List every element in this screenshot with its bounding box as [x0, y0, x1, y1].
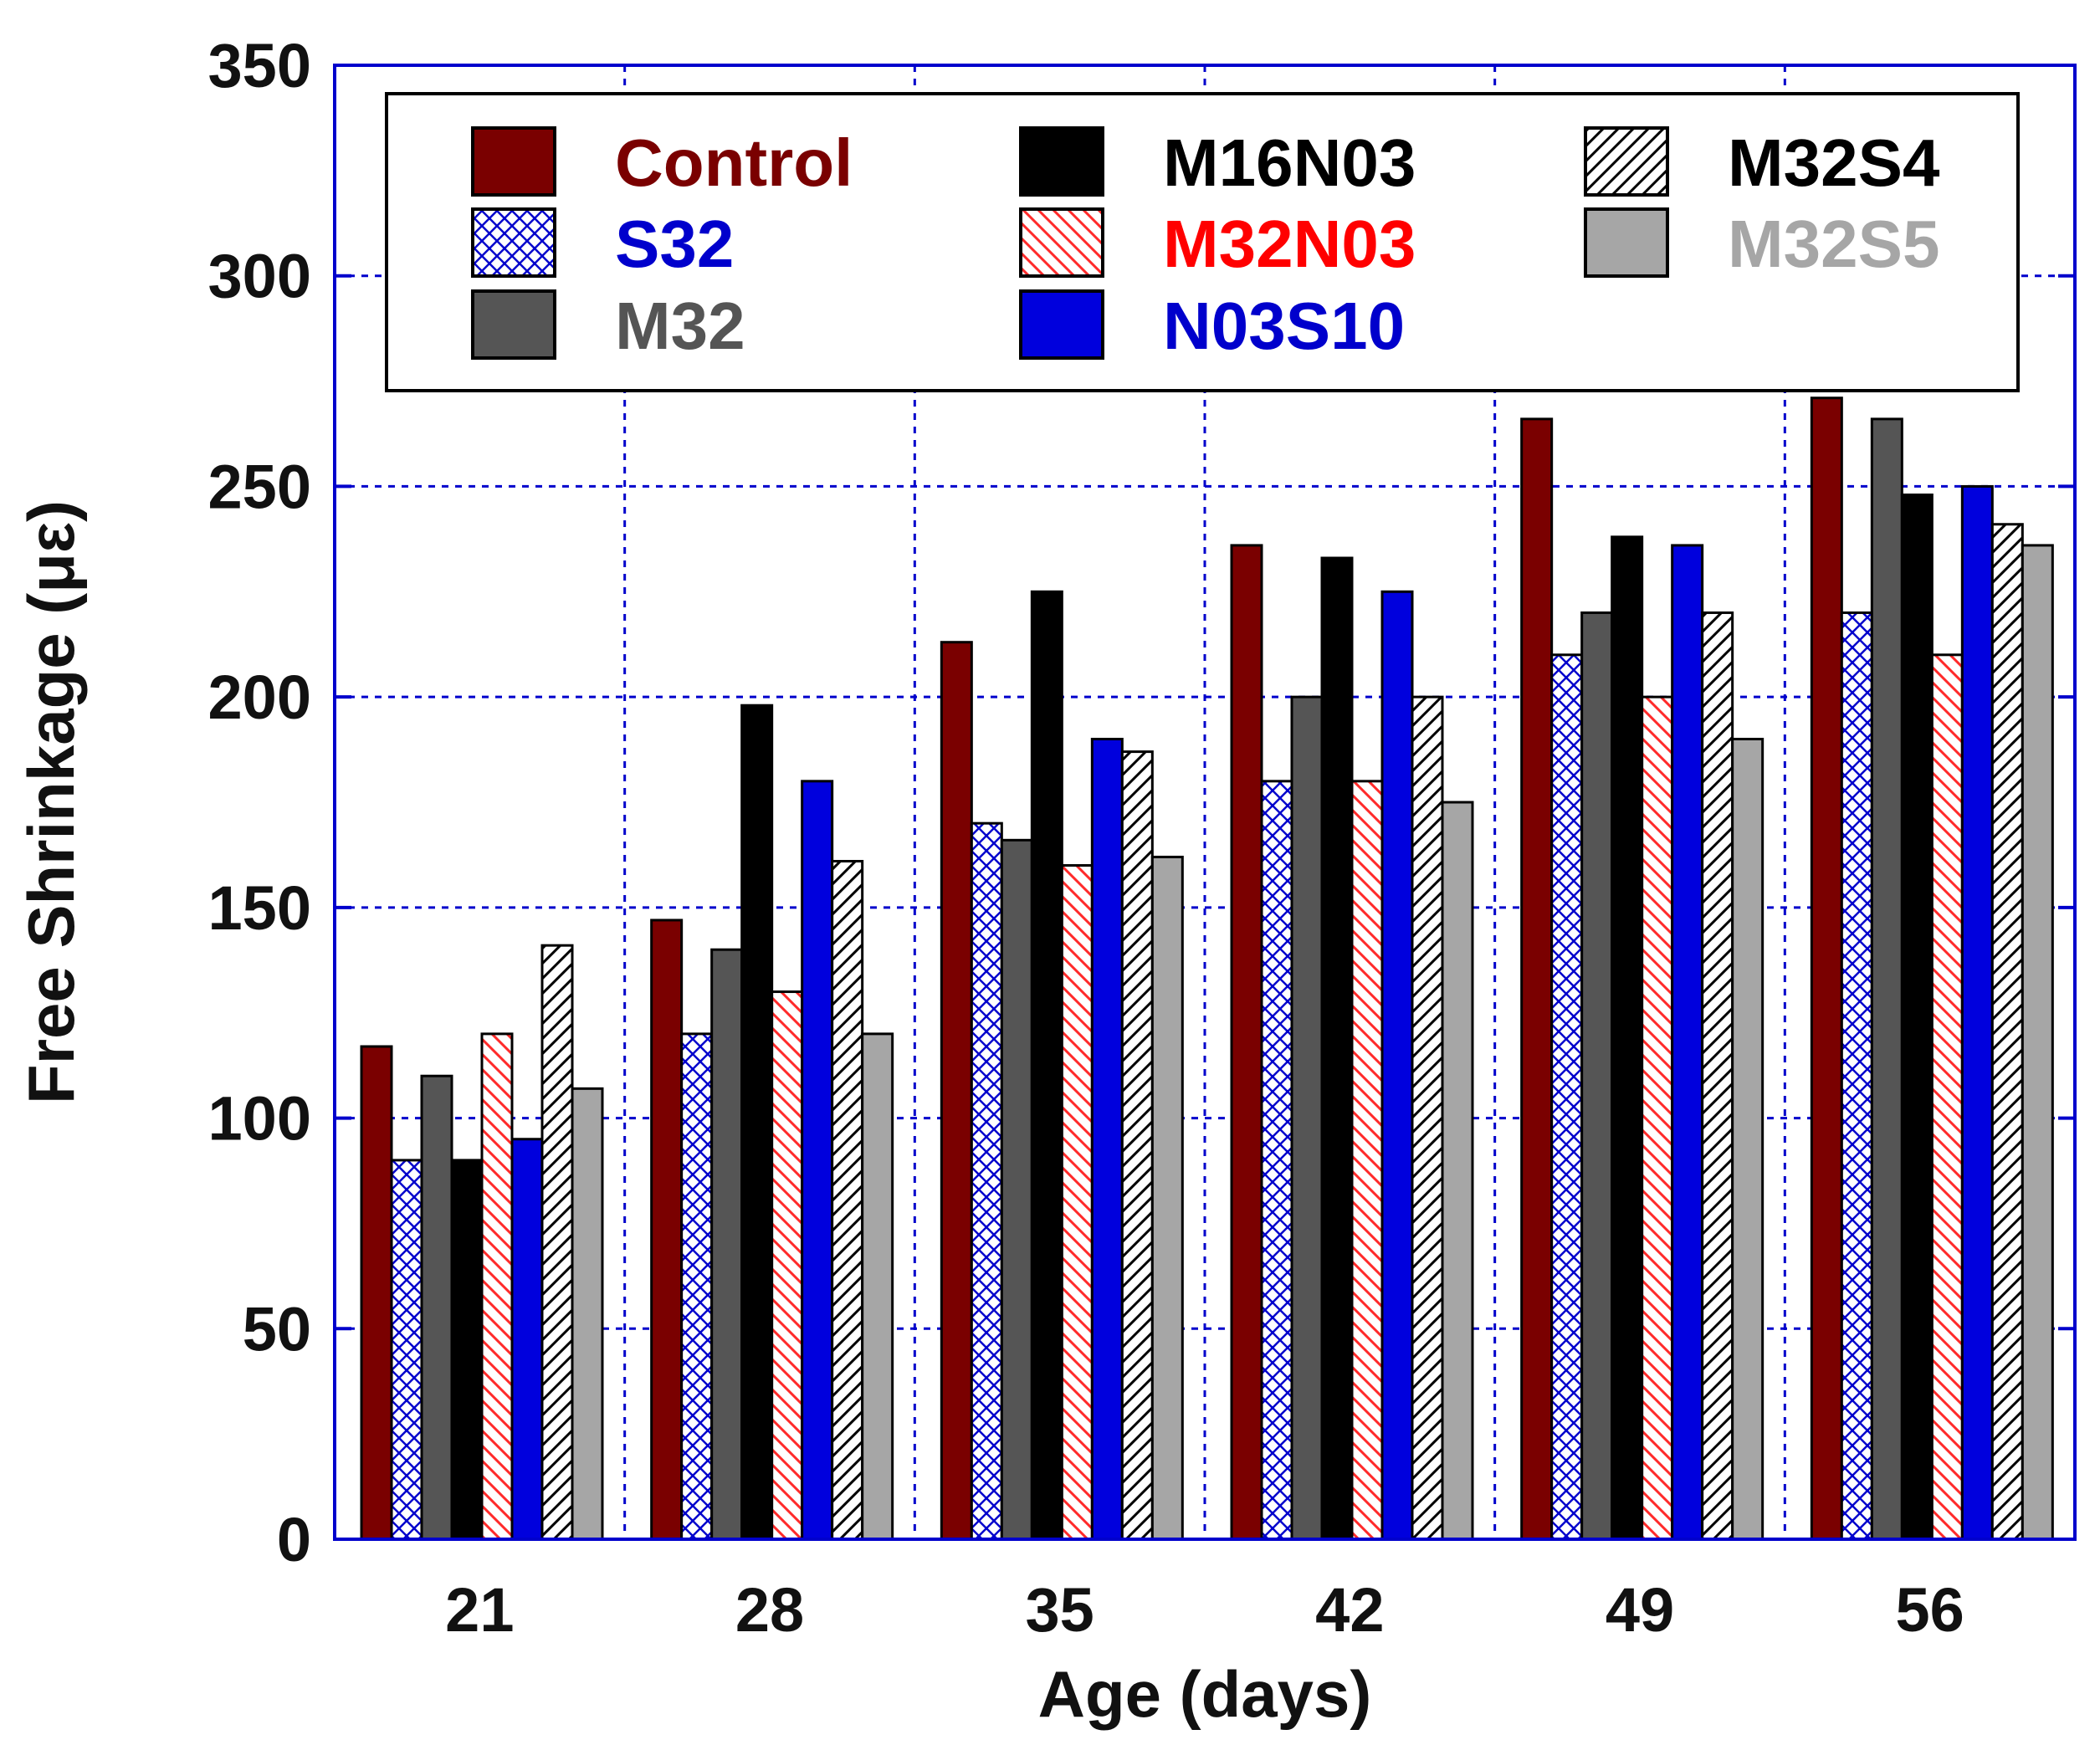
- bar-m16n03-28: [740, 704, 774, 1541]
- legend-swatch-m32s5: [1584, 207, 1669, 278]
- bar-n03s10-28: [801, 780, 834, 1541]
- bar-control-42: [1230, 544, 1263, 1541]
- bar-m32s4-56: [1990, 523, 2024, 1541]
- legend-label-m32: M32: [615, 289, 745, 363]
- bar-m32s5-35: [1150, 855, 1184, 1541]
- bar-m32s5-49: [1731, 737, 1765, 1541]
- bar-m32s4-42: [1411, 695, 1444, 1541]
- bar-m32-42: [1290, 695, 1324, 1541]
- y-tick-label: 100: [208, 1084, 311, 1154]
- bar-m32-21: [420, 1074, 453, 1541]
- y-tick-label: 200: [208, 663, 311, 732]
- bar-n03s10-56: [1960, 484, 1994, 1541]
- bar-m32-49: [1580, 611, 1614, 1541]
- bar-m32n03-49: [1641, 695, 1674, 1541]
- bar-m32n03-21: [480, 1032, 514, 1541]
- bar-s32-42: [1260, 780, 1293, 1541]
- bar-control-35: [940, 641, 973, 1541]
- legend-swatch-control: [471, 126, 556, 197]
- bar-m16n03-56: [1900, 493, 1934, 1541]
- x-axis-title: Age (days): [1038, 1657, 1372, 1731]
- legend-swatch-m32n03: [1019, 207, 1104, 278]
- bar-m32-56: [1870, 417, 1903, 1541]
- y-tick-label: 50: [243, 1294, 311, 1364]
- bar-m16n03-21: [450, 1159, 484, 1541]
- bar-m32n03-42: [1350, 780, 1384, 1541]
- legend-swatch-s32: [471, 207, 556, 278]
- bar-m32n03-56: [1930, 653, 1964, 1541]
- bar-m16n03-35: [1030, 590, 1063, 1541]
- x-tick-label: 21: [445, 1575, 514, 1645]
- bar-m16n03-42: [1320, 556, 1354, 1541]
- bar-m32-35: [1000, 838, 1033, 1541]
- legend-label-m16n03: M16N03: [1163, 125, 1416, 200]
- bar-m32s4-21: [540, 944, 574, 1541]
- legend-label-control: Control: [615, 125, 853, 200]
- legend-swatch-m16n03: [1019, 126, 1104, 197]
- bar-s32-56: [1840, 611, 1873, 1541]
- bar-n03s10-35: [1090, 737, 1124, 1541]
- bar-n03s10-21: [510, 1138, 544, 1541]
- bar-control-49: [1520, 417, 1554, 1541]
- y-tick-label: 0: [277, 1505, 311, 1574]
- bar-control-28: [650, 919, 684, 1541]
- bar-n03s10-42: [1380, 590, 1414, 1541]
- legend-box: [385, 92, 2020, 392]
- bar-m32s4-28: [831, 859, 864, 1541]
- bar-s32-35: [970, 821, 1003, 1541]
- bar-control-21: [360, 1045, 393, 1541]
- y-tick-label: 350: [208, 31, 311, 100]
- plot-frame: [333, 64, 2077, 1541]
- x-tick-label: 42: [1315, 1575, 1384, 1645]
- legend-swatch-n03s10: [1019, 289, 1104, 360]
- x-tick-label: 35: [1026, 1575, 1094, 1645]
- x-tick-label: 56: [1896, 1575, 1964, 1645]
- bars: [360, 397, 2054, 1541]
- y-tick-label: 150: [208, 873, 311, 943]
- bar-m32-28: [710, 948, 744, 1541]
- bar-m32n03-35: [1060, 864, 1094, 1541]
- bar-s32-28: [680, 1032, 714, 1541]
- x-tick-label: 28: [735, 1575, 804, 1645]
- legend-swatch-m32s4: [1584, 126, 1669, 197]
- legend-label-n03s10: N03S10: [1163, 289, 1405, 363]
- bar-s32-49: [1550, 653, 1584, 1541]
- y-tick-label: 300: [208, 242, 311, 311]
- axis-ticks: 0 50 100 150 200 250 300 350 21 28 35 42 49 56: [208, 31, 2075, 1645]
- bar-m32s5-56: [2021, 544, 2054, 1541]
- bar-m32s5-42: [1441, 801, 1474, 1541]
- legend-label-s32: S32: [615, 207, 734, 281]
- legend-label-m32n03: M32N03: [1163, 207, 1416, 281]
- y-axis-title: Free Shrinkage (με): [14, 500, 88, 1104]
- y-tick-label: 250: [208, 452, 311, 521]
- bar-m32s4-49: [1701, 611, 1734, 1541]
- legend-swatch-m32: [471, 289, 556, 360]
- legend-label-m32s5: M32S5: [1728, 207, 1939, 281]
- bar-m32s5-21: [571, 1087, 604, 1541]
- bar-m16n03-49: [1611, 535, 1644, 1541]
- bar-m32s4-35: [1120, 750, 1154, 1541]
- bar-n03s10-49: [1671, 544, 1704, 1541]
- bar-m32n03-28: [771, 990, 804, 1541]
- bar-s32-21: [390, 1159, 423, 1541]
- bar-control-56: [1810, 397, 1843, 1541]
- x-tick-label: 49: [1606, 1575, 1674, 1645]
- bar-m32s5-28: [861, 1032, 894, 1541]
- legend-label-m32s4: M32S4: [1728, 125, 1940, 200]
